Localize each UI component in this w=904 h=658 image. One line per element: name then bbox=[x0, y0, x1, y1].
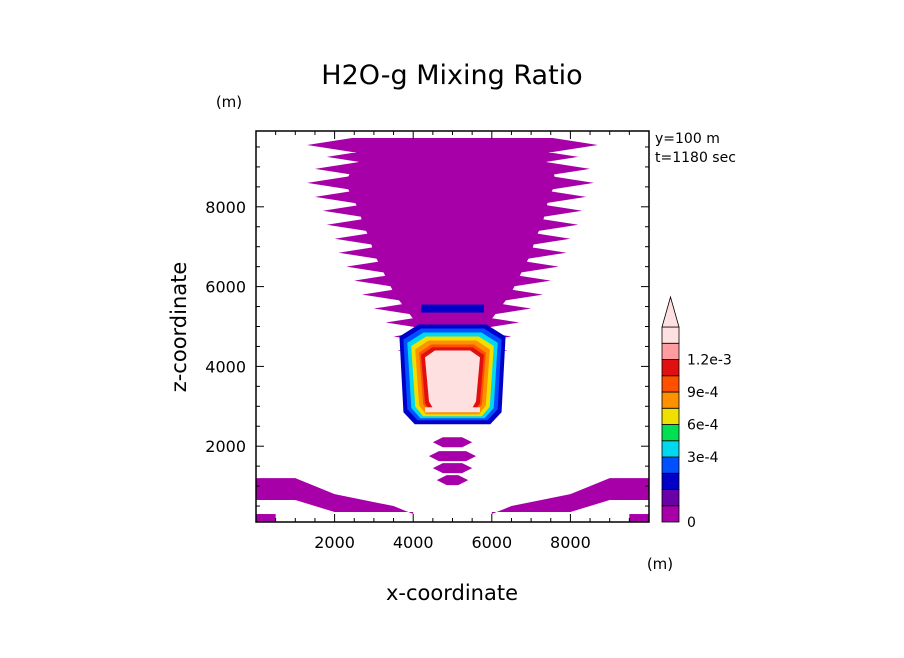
plot-area bbox=[256, 137, 649, 522]
plume-blob-3 bbox=[436, 475, 469, 486]
colorbar-swatch-3 bbox=[661, 456, 680, 474]
colorbar-swatch-7 bbox=[661, 391, 680, 409]
colorbar-swatch-4 bbox=[661, 440, 680, 458]
colorbar-swatch-2 bbox=[661, 472, 680, 490]
colorbar-swatch-5 bbox=[661, 424, 680, 442]
plume-blob-2 bbox=[432, 463, 473, 474]
colorbar-swatch-11 bbox=[661, 326, 680, 344]
ground-band-right bbox=[491, 478, 649, 515]
x-tick-label: 8000 bbox=[550, 533, 591, 552]
colorbar-extend-triangle bbox=[661, 295, 680, 328]
colorbar-tick-label: 3e-4 bbox=[687, 450, 719, 466]
colorbar-swatch-0 bbox=[661, 505, 680, 523]
colorbar-swatch-6 bbox=[661, 407, 680, 425]
colorbar-swatch-8 bbox=[661, 375, 680, 393]
y-tick-label: 4000 bbox=[205, 357, 246, 376]
x-tick-label: 4000 bbox=[393, 533, 434, 552]
x-axis-label: x-coordinate bbox=[386, 581, 518, 605]
plume-blob-1 bbox=[428, 451, 477, 462]
y-tick-label: 2000 bbox=[205, 437, 246, 456]
plume-blob-0 bbox=[432, 437, 473, 448]
colorbar-tick-label: 6e-4 bbox=[687, 418, 719, 434]
colorbar-tick-label: 0 bbox=[687, 515, 696, 531]
y-axis-label: z-coordinate bbox=[167, 262, 191, 393]
annotation-y-position: y=100 m bbox=[655, 131, 720, 147]
x-tick-label: 2000 bbox=[314, 533, 355, 552]
ground-band-left bbox=[256, 478, 414, 515]
colorbar-tick-label: 1.2e-3 bbox=[687, 353, 732, 369]
core-contour-level-11 bbox=[424, 350, 481, 409]
y-tick-label: 8000 bbox=[205, 198, 246, 217]
y-unit-label: (m) bbox=[216, 93, 242, 111]
annotation-time: t=1180 sec bbox=[655, 150, 736, 166]
colorbar-tick-label: 9e-4 bbox=[687, 385, 719, 401]
y-tick-label: 6000 bbox=[205, 278, 246, 297]
colorbar-swatch-9 bbox=[661, 359, 680, 377]
x-unit-label: (m) bbox=[647, 555, 673, 573]
core-dark-band bbox=[421, 304, 484, 313]
colorbar-swatch-10 bbox=[661, 342, 680, 360]
ground-patch-right bbox=[629, 514, 649, 522]
plume-body bbox=[345, 144, 560, 415]
x-tick-label: 6000 bbox=[471, 533, 512, 552]
ground-patch-left bbox=[256, 514, 276, 522]
chart-title: H2O-g Mixing Ratio bbox=[321, 60, 582, 91]
core-bottom-stripe bbox=[424, 407, 481, 413]
colorbar-swatch-1 bbox=[661, 489, 680, 507]
